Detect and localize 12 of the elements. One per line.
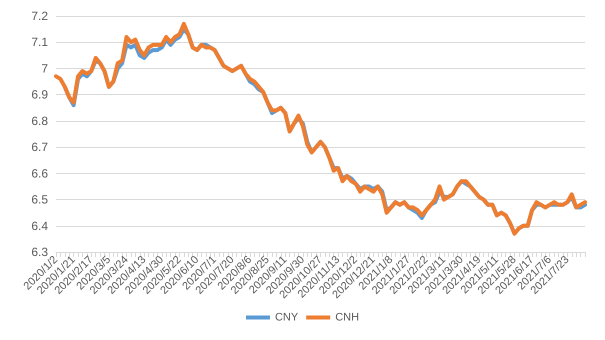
y-tick-label: 6.3 xyxy=(31,245,48,259)
legend-label: CNY xyxy=(274,312,299,324)
y-tick-label: 6.8 xyxy=(31,114,48,128)
y-tick-label: 6.5 xyxy=(31,192,48,207)
y-tick-label: 7.1 xyxy=(31,35,48,50)
y-tick-label: 6.7 xyxy=(31,140,48,154)
y-tick-label: 6.6 xyxy=(31,166,48,180)
legend-label: CNH xyxy=(335,312,360,324)
y-tick-label: 6.9 xyxy=(31,88,48,102)
y-tick-label: 7.2 xyxy=(31,9,48,23)
y-tick-label: 6.4 xyxy=(31,218,48,233)
y-tick-label: 7 xyxy=(41,61,48,76)
